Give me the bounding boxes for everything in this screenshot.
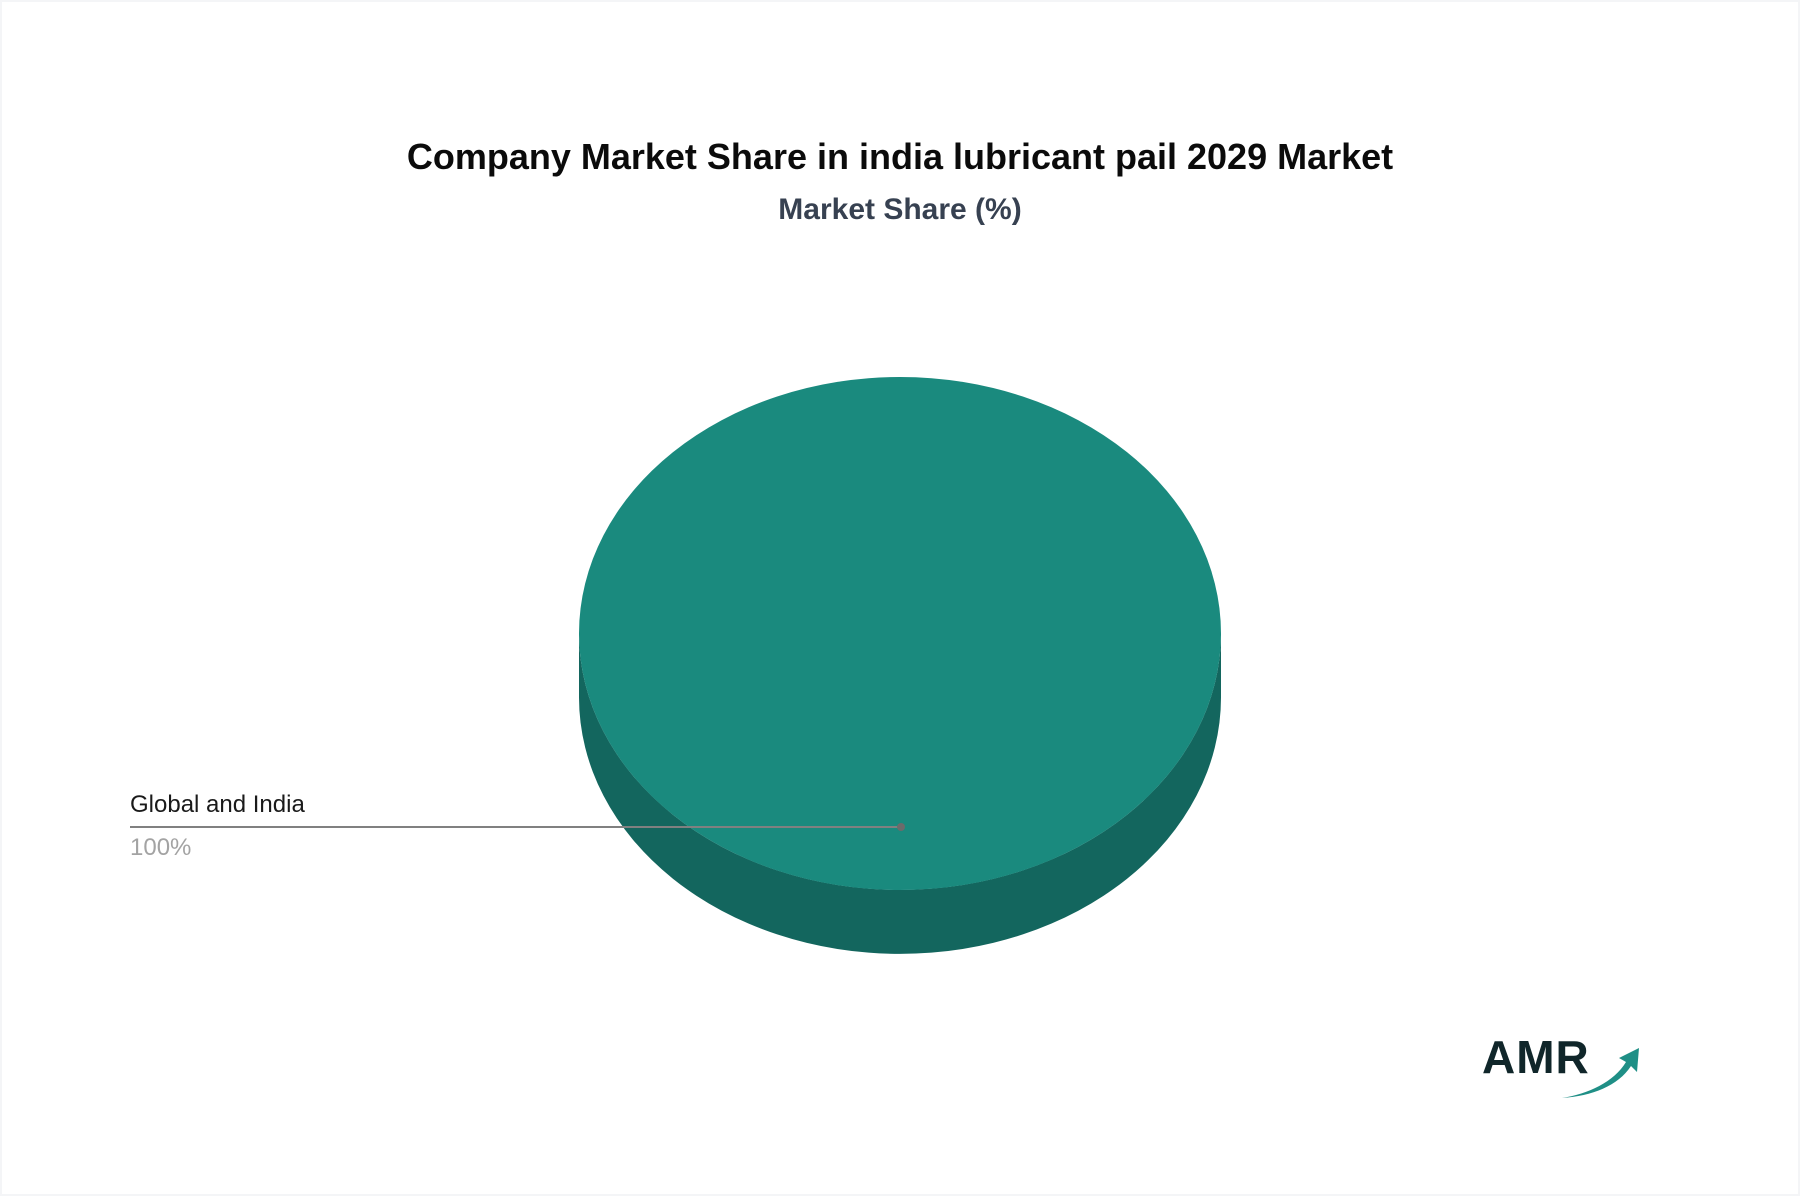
pie-slice-global-and-india[interactable]	[579, 377, 1221, 890]
leader-line-dot	[897, 823, 905, 831]
pie-slice-side-global-and-india[interactable]	[579, 633, 1221, 954]
chart-title: Company Market Share in india lubricant …	[406, 136, 1394, 177]
logo-text: AMR	[1482, 1031, 1590, 1083]
trend-up-arrow-icon	[1562, 1048, 1639, 1098]
slice-label-name: Global and India	[130, 791, 305, 818]
chart-subtitle: Market Share (%)	[778, 193, 1022, 226]
slice-label-value: 100%	[130, 834, 192, 861]
amr-logo: AMR	[1476, 1032, 1656, 1102]
